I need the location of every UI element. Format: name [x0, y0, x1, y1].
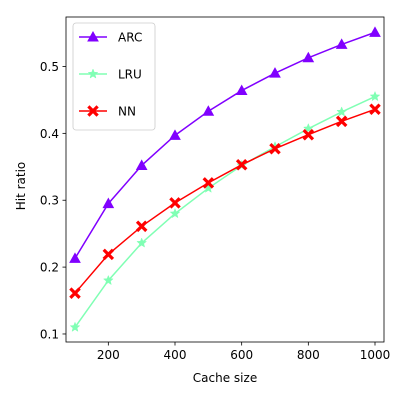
legend-box	[72, 22, 156, 131]
y-tick-label: 0.5	[40, 60, 59, 74]
data-point-nn	[269, 142, 281, 155]
data-point-lru	[69, 321, 81, 332]
data-point-nn	[169, 197, 181, 209]
data-point-arc	[135, 159, 148, 170]
legend-marker	[87, 105, 99, 117]
data-point-nn	[202, 177, 215, 189]
data-point-lru	[136, 237, 148, 248]
x-tick-label: 200	[97, 348, 120, 362]
axes: 200 400 600 800 1000 0.1 0.2 0.3 0.4 0.5	[40, 16, 391, 362]
data-point-lru	[302, 123, 314, 134]
x-tick-label: 400	[164, 348, 187, 362]
data-point-lru	[102, 274, 114, 286]
x-tick-label: 1000	[360, 348, 391, 362]
data-point-arc	[202, 105, 215, 116]
y-tick-label: 0.3	[40, 194, 59, 208]
legend-label: ARC	[118, 31, 142, 45]
x-tick-label: 600	[230, 348, 253, 362]
data-point-arc	[235, 84, 248, 96]
legend-item-lru: LRU	[79, 68, 142, 82]
data-point-arc	[302, 51, 315, 63]
data-point-nn	[235, 159, 248, 171]
legend-item-arc: ARC	[79, 31, 142, 45]
series-nn	[69, 103, 381, 299]
data-point-arc	[69, 252, 81, 263]
data-point-nn	[69, 287, 81, 299]
data-point-nn	[369, 103, 381, 116]
data-point-lru	[369, 90, 381, 102]
y-tick-label: 0.1	[40, 327, 59, 341]
data-point-arc	[102, 197, 115, 209]
series-arc	[69, 26, 381, 263]
legend-label: NN	[118, 105, 136, 119]
data-point-arc	[169, 129, 181, 140]
data-point-arc	[335, 38, 348, 49]
plot-frame	[65, 16, 385, 343]
legend-item-nn: NN	[79, 105, 136, 119]
legend-marker	[87, 68, 99, 79]
data-point-nn	[135, 220, 148, 233]
y-axis-label: Hit ratio	[14, 162, 28, 211]
data-point-arc	[369, 26, 381, 37]
data-point-nn	[335, 115, 348, 128]
series-line-arc	[74, 31, 376, 259]
plot-area	[69, 26, 381, 332]
x-tick-label: 800	[297, 348, 320, 362]
legend-label: LRU	[118, 68, 142, 82]
series-line-lru	[74, 95, 376, 328]
y-tick-label: 0.2	[40, 261, 59, 275]
data-point-lru	[336, 106, 348, 117]
data-point-arc	[269, 67, 281, 78]
x-axis-label: Cache size	[193, 371, 257, 385]
data-point-lru	[169, 207, 181, 219]
data-point-nn	[102, 248, 115, 261]
series-line-nn	[74, 108, 376, 294]
y-tick-label: 0.4	[40, 127, 59, 141]
legend: ARC LRU NN	[72, 22, 156, 131]
data-point-nn	[302, 128, 315, 141]
legend-marker	[87, 30, 99, 42]
